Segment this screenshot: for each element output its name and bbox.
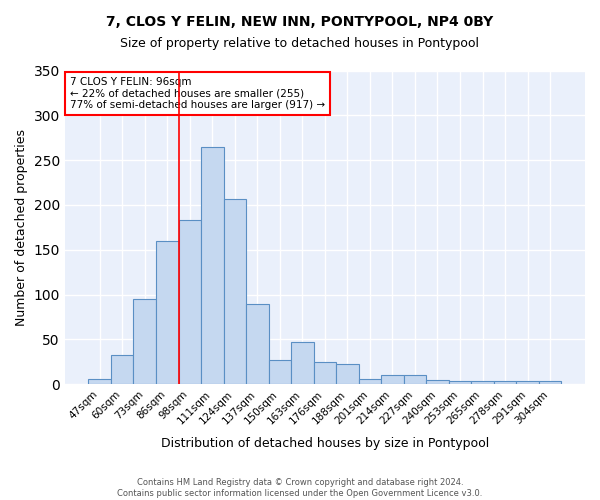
Bar xyxy=(156,241,179,384)
Bar xyxy=(111,356,133,384)
Bar xyxy=(269,360,291,384)
Text: Size of property relative to detached houses in Pontypool: Size of property relative to detached ho… xyxy=(121,38,479,51)
Bar xyxy=(179,220,201,384)
Y-axis label: Number of detached properties: Number of detached properties xyxy=(15,129,28,326)
Bar xyxy=(314,362,336,384)
Bar xyxy=(381,375,404,384)
Bar xyxy=(133,299,156,384)
Bar xyxy=(201,146,224,384)
Bar xyxy=(359,379,381,384)
Bar xyxy=(224,198,246,384)
Bar xyxy=(471,382,494,384)
Bar xyxy=(539,382,562,384)
Bar xyxy=(88,379,111,384)
Bar xyxy=(449,382,471,384)
Bar xyxy=(291,342,314,384)
Bar xyxy=(426,380,449,384)
Bar xyxy=(404,375,426,384)
X-axis label: Distribution of detached houses by size in Pontypool: Distribution of detached houses by size … xyxy=(161,437,489,450)
Text: 7, CLOS Y FELIN, NEW INN, PONTYPOOL, NP4 0BY: 7, CLOS Y FELIN, NEW INN, PONTYPOOL, NP4… xyxy=(106,15,494,29)
Text: 7 CLOS Y FELIN: 96sqm
← 22% of detached houses are smaller (255)
77% of semi-det: 7 CLOS Y FELIN: 96sqm ← 22% of detached … xyxy=(70,77,325,110)
Bar xyxy=(246,304,269,384)
Text: Contains HM Land Registry data © Crown copyright and database right 2024.
Contai: Contains HM Land Registry data © Crown c… xyxy=(118,478,482,498)
Bar xyxy=(336,364,359,384)
Bar xyxy=(494,380,517,384)
Bar xyxy=(517,382,539,384)
